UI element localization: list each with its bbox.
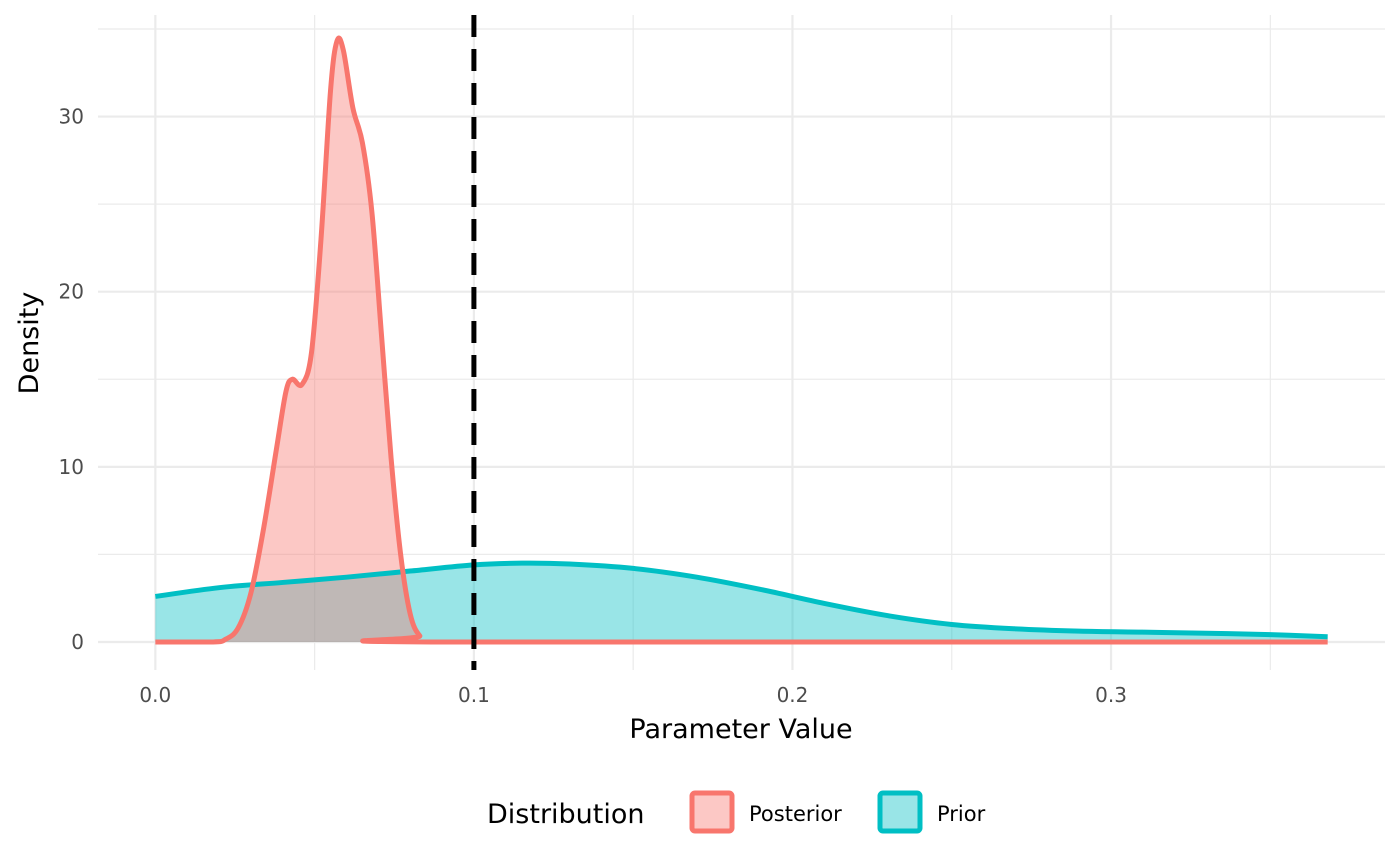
y-tick-labels: 0 10 20 30 [59,105,84,654]
x-tick-label: 0.0 [139,683,171,707]
density-areas [155,38,1328,642]
y-tick-label: 30 [59,105,84,129]
density-lines [155,35,1328,645]
legend-title: Distribution [487,799,645,830]
prior-line [155,560,1328,640]
posterior-legend-label: Posterior [749,802,842,826]
x-tick-label: 0.3 [1095,683,1127,707]
x-tick-labels: 0.0 0.1 0.2 0.3 [139,683,1127,707]
prior-legend-key [877,790,923,834]
legend-items: Posterior Prior [689,790,986,834]
y-tick-label: 10 [59,455,84,479]
x-tick-label: 0.2 [777,683,809,707]
x-axis-title: Parameter Value [629,714,852,745]
y-tick-label: 20 [59,280,84,304]
posterior-area [155,38,1328,642]
x-tick-label: 0.1 [458,683,490,707]
posterior-legend-key [689,790,735,834]
y-axis-title: Density [14,292,45,395]
y-tick-label: 0 [71,630,84,654]
prior-area [155,563,1328,642]
posterior-line [155,35,1328,645]
legend: Distribution Posterior Prior [487,790,986,834]
prior-legend-label: Prior [937,802,986,826]
